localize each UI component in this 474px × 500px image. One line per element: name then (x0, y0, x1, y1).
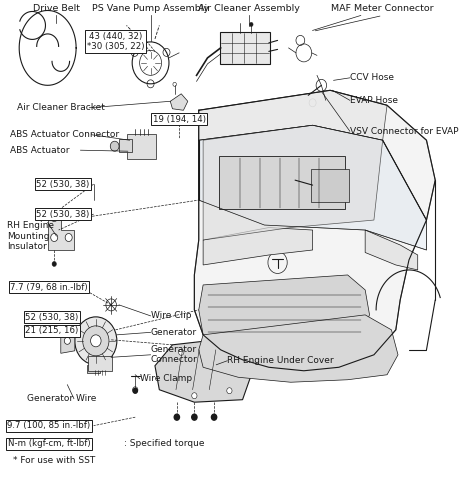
Circle shape (75, 317, 117, 365)
Text: EVAP Hose: EVAP Hose (350, 96, 398, 105)
Text: ABS Actuator: ABS Actuator (10, 146, 70, 154)
Text: 52 (530, 38): 52 (530, 38) (26, 313, 79, 322)
Polygon shape (61, 328, 75, 353)
Text: Air Cleaner Assembly: Air Cleaner Assembly (198, 4, 300, 13)
Text: ABS Actuator Connector: ABS Actuator Connector (10, 130, 119, 139)
Text: Generator
Connector: Generator Connector (151, 345, 197, 364)
Circle shape (249, 22, 253, 26)
Circle shape (147, 80, 154, 88)
Text: RH Engine Under Cover: RH Engine Under Cover (227, 356, 334, 366)
FancyBboxPatch shape (220, 32, 270, 64)
Circle shape (52, 262, 56, 266)
Circle shape (65, 234, 72, 241)
Circle shape (51, 214, 58, 222)
Polygon shape (199, 315, 398, 382)
Text: CCV Hose: CCV Hose (350, 74, 394, 82)
Polygon shape (365, 230, 418, 270)
Polygon shape (170, 94, 188, 110)
Polygon shape (199, 275, 370, 350)
Text: 52 (530, 38): 52 (530, 38) (36, 180, 90, 188)
FancyBboxPatch shape (128, 134, 156, 159)
Text: * For use with SST: * For use with SST (13, 456, 95, 465)
FancyBboxPatch shape (311, 168, 349, 202)
Text: Wire Clip: Wire Clip (151, 312, 191, 320)
FancyBboxPatch shape (88, 356, 112, 371)
Text: RH Engine
Mounting
Insulator: RH Engine Mounting Insulator (7, 221, 54, 251)
Text: Wire Clamp: Wire Clamp (140, 374, 192, 383)
Circle shape (207, 347, 212, 353)
Circle shape (131, 48, 138, 56)
FancyBboxPatch shape (119, 139, 132, 152)
Circle shape (110, 141, 119, 151)
Polygon shape (155, 340, 251, 402)
Polygon shape (48, 210, 74, 250)
Text: Air Cleaner Bracket: Air Cleaner Bracket (17, 104, 105, 112)
Circle shape (173, 82, 176, 86)
Text: Generator: Generator (151, 328, 197, 337)
Circle shape (51, 234, 58, 241)
Text: Drive Belt: Drive Belt (33, 4, 80, 13)
Polygon shape (203, 228, 313, 265)
Text: VSV Connector for EVAP: VSV Connector for EVAP (350, 126, 458, 136)
Circle shape (64, 338, 71, 344)
Circle shape (82, 326, 109, 356)
Polygon shape (199, 125, 427, 250)
FancyBboxPatch shape (219, 156, 345, 209)
Polygon shape (194, 90, 435, 371)
Circle shape (163, 48, 170, 56)
Text: : Specified torque: : Specified torque (124, 439, 205, 448)
Circle shape (179, 350, 184, 356)
Text: 43 (440, 32)
*30 (305, 22): 43 (440, 32) *30 (305, 22) (87, 32, 144, 51)
Text: Generator Wire: Generator Wire (27, 394, 96, 403)
Circle shape (133, 388, 137, 393)
Text: N-m (kgf-cm, ft-lbf): N-m (kgf-cm, ft-lbf) (8, 439, 90, 448)
Circle shape (192, 392, 197, 398)
Text: PS Vane Pump Assembly: PS Vane Pump Assembly (92, 4, 209, 13)
Polygon shape (87, 365, 100, 374)
Text: 52 (530, 38): 52 (530, 38) (36, 210, 90, 218)
Polygon shape (199, 90, 387, 140)
Circle shape (211, 414, 217, 420)
Circle shape (227, 388, 232, 394)
Circle shape (231, 362, 237, 368)
Polygon shape (203, 125, 383, 240)
Circle shape (133, 386, 138, 392)
Text: 7.7 (79, 68 in.-lbf): 7.7 (79, 68 in.-lbf) (10, 283, 88, 292)
Text: 9.7 (100, 85 in.-lbf): 9.7 (100, 85 in.-lbf) (8, 421, 91, 430)
Text: 21 (215, 16): 21 (215, 16) (26, 326, 79, 336)
Circle shape (91, 335, 101, 347)
Circle shape (192, 414, 197, 420)
Text: 19 (194, 14): 19 (194, 14) (153, 115, 206, 124)
Circle shape (174, 414, 180, 420)
Text: MAF Meter Connector: MAF Meter Connector (331, 4, 434, 13)
